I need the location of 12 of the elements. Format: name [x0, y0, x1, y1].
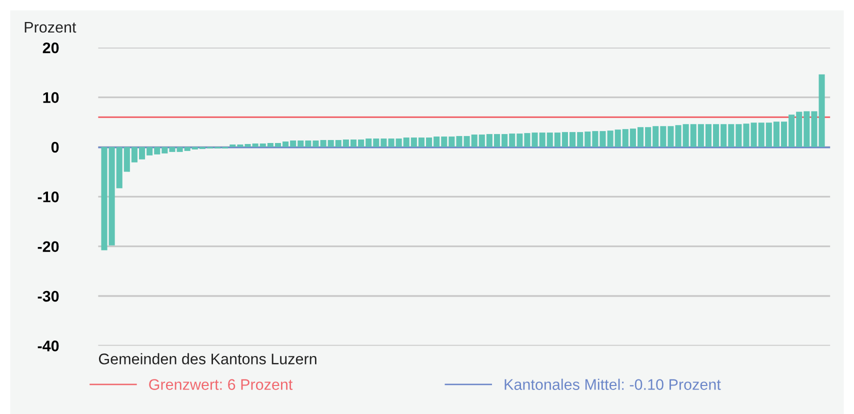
- x-axis-title: Gemeinden des Kantons Luzern: [98, 353, 316, 364]
- y-tick-label: 10: [43, 92, 59, 103]
- y-tick-label: 20: [42, 42, 59, 54]
- y-tick-label: -20: [38, 241, 59, 252]
- y-tick-label: 0: [51, 142, 59, 153]
- legend-label: Grenzwert: 6 Prozent: [149, 379, 293, 390]
- y-tick-label: -40: [38, 340, 59, 352]
- y-tick-label: -10: [38, 192, 59, 202]
- y-axis-title: Prozent: [24, 22, 76, 33]
- legend-label: Kantonales Mittel: -0.10 Prozent: [504, 378, 721, 390]
- y-tick-label: -30: [38, 290, 59, 302]
- bar: [818, 74, 825, 147]
